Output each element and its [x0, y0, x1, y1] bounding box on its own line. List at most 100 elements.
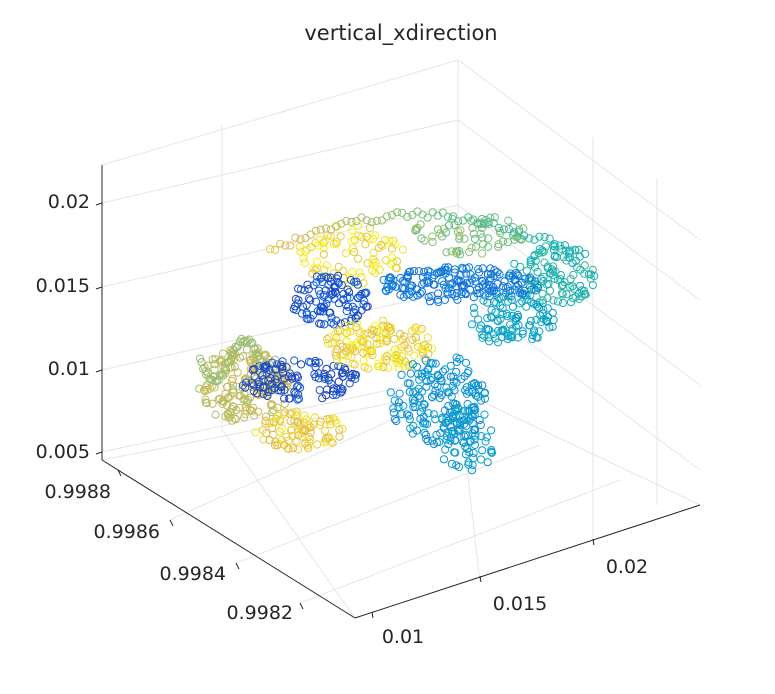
data-point: [417, 387, 426, 396]
data-point: [202, 399, 211, 408]
data-point: [280, 399, 289, 408]
data-point: [330, 282, 339, 291]
data-point: [359, 338, 368, 347]
data-point: [581, 249, 590, 258]
data-point: [386, 388, 395, 397]
data-point: [379, 275, 388, 284]
data-point: [323, 335, 332, 344]
data-point: [371, 268, 380, 278]
data-point: [226, 408, 235, 417]
data-point: [443, 288, 452, 297]
data-point: [352, 323, 361, 332]
data-point: [332, 333, 341, 342]
data-point: [341, 347, 350, 356]
data-point: [475, 289, 484, 298]
data-point: [359, 348, 368, 357]
data-point: [252, 389, 262, 398]
data-point: [413, 223, 422, 232]
data-point: [442, 435, 451, 444]
data-point: [526, 316, 536, 325]
data-point: [359, 300, 368, 309]
data-point: [390, 396, 399, 405]
data-point: [469, 293, 478, 302]
data-point: [318, 394, 327, 403]
data-point: [526, 273, 535, 282]
data-point: [314, 374, 323, 383]
data-point: [276, 239, 285, 248]
data-point: [403, 212, 412, 222]
data-point: [484, 218, 493, 227]
data-point: [249, 403, 258, 413]
data-point: [535, 232, 544, 241]
data-point: [334, 279, 343, 288]
data-point: [403, 410, 412, 419]
data-point: [505, 271, 514, 280]
data-point: [494, 223, 503, 233]
data-point: [385, 323, 394, 332]
data-point: [254, 391, 263, 400]
data-point: [348, 302, 357, 311]
data-point: [429, 390, 439, 399]
data-point: [544, 279, 553, 288]
data-point: [300, 411, 309, 420]
data-point: [464, 460, 473, 469]
data-point: [368, 235, 378, 244]
data-point: [498, 237, 508, 246]
data-point: [307, 243, 316, 252]
data-point: [275, 427, 284, 436]
data-point: [392, 264, 401, 273]
data-point: [478, 446, 487, 455]
data-point: [317, 273, 326, 282]
data-point: [202, 386, 211, 395]
data-point: [418, 349, 428, 358]
data-point: [418, 403, 427, 412]
data-point: [415, 326, 424, 335]
data-point: [451, 292, 460, 301]
data-point: [398, 352, 407, 361]
data-point: [553, 297, 562, 306]
data-point: [461, 442, 470, 451]
data-point: [437, 413, 446, 423]
data-point: [315, 358, 324, 367]
data-point: [369, 248, 378, 257]
data-point: [232, 406, 241, 415]
data-point: [437, 268, 446, 277]
data-point: [374, 362, 383, 371]
data-point: [496, 301, 505, 310]
data-point: [326, 420, 335, 429]
data-point: [478, 330, 487, 339]
data-point: [428, 232, 437, 241]
data-point: [442, 383, 451, 392]
data-point: [397, 410, 406, 419]
data-point: [469, 403, 478, 412]
data-point: [470, 309, 479, 318]
data-point: [255, 382, 264, 391]
data-point: [545, 234, 554, 243]
data-point: [320, 320, 329, 329]
data-point: [480, 410, 489, 419]
data-point: [508, 271, 517, 280]
data-point: [386, 259, 396, 269]
data-point: [461, 430, 470, 439]
data-point: [331, 329, 340, 338]
data-point: [400, 340, 409, 349]
data-point: [433, 268, 442, 277]
data-point: [281, 241, 290, 250]
data-point: [446, 361, 455, 370]
data-point: [201, 395, 210, 404]
data-point: [503, 238, 512, 247]
data-point: [309, 264, 318, 273]
data-point: [565, 249, 575, 258]
data-point: [328, 390, 338, 400]
data-point: [395, 389, 404, 398]
data-point: [325, 414, 334, 423]
data-point: [313, 307, 322, 316]
data-point: [419, 419, 428, 428]
data-point: [414, 267, 423, 276]
data-point: [327, 313, 336, 322]
data-point: [449, 414, 458, 423]
data-point: [423, 436, 432, 446]
data-point: [334, 377, 343, 386]
data-point: [470, 425, 479, 434]
